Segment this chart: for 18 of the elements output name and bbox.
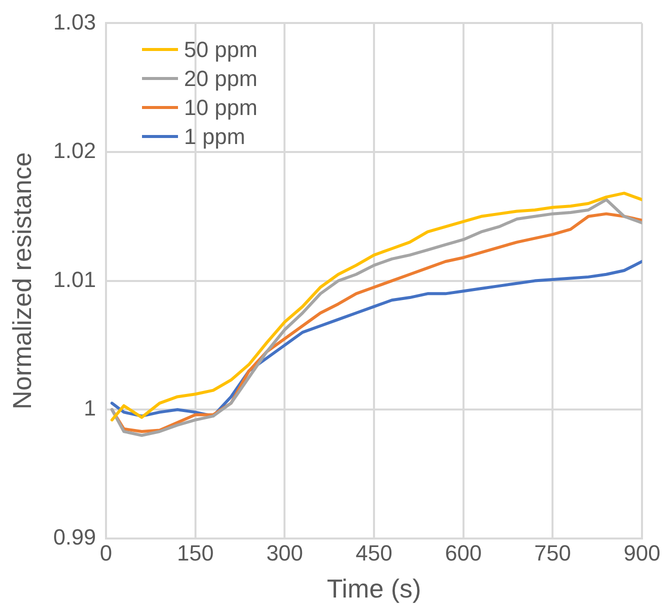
x-tick-label: 900 [624,540,660,566]
legend-label: 20 ppm [184,66,258,92]
x-tick-label: 300 [266,540,304,566]
y-tick-label: 1 [84,396,96,421]
y-axis-title: Normalized resistance [6,152,37,410]
x-tick-label: 150 [176,540,214,566]
x-tick-label: 750 [534,540,572,566]
legend-label: 10 ppm [184,94,258,121]
x-tick-label: 0 [100,540,112,566]
y-tick-label: 1.01 [53,266,96,292]
x-tick-label: 600 [444,540,482,566]
x-axis-title: Time (s) [326,574,422,604]
legend-label: 1 ppm [184,124,246,150]
y-tick-label: 1.02 [53,138,96,164]
legend-label: 50 ppm [184,36,258,63]
x-tick-label: 450 [356,540,392,566]
y-tick-label: 0.99 [53,524,96,550]
y-tick-label: 1.03 [53,9,96,34]
